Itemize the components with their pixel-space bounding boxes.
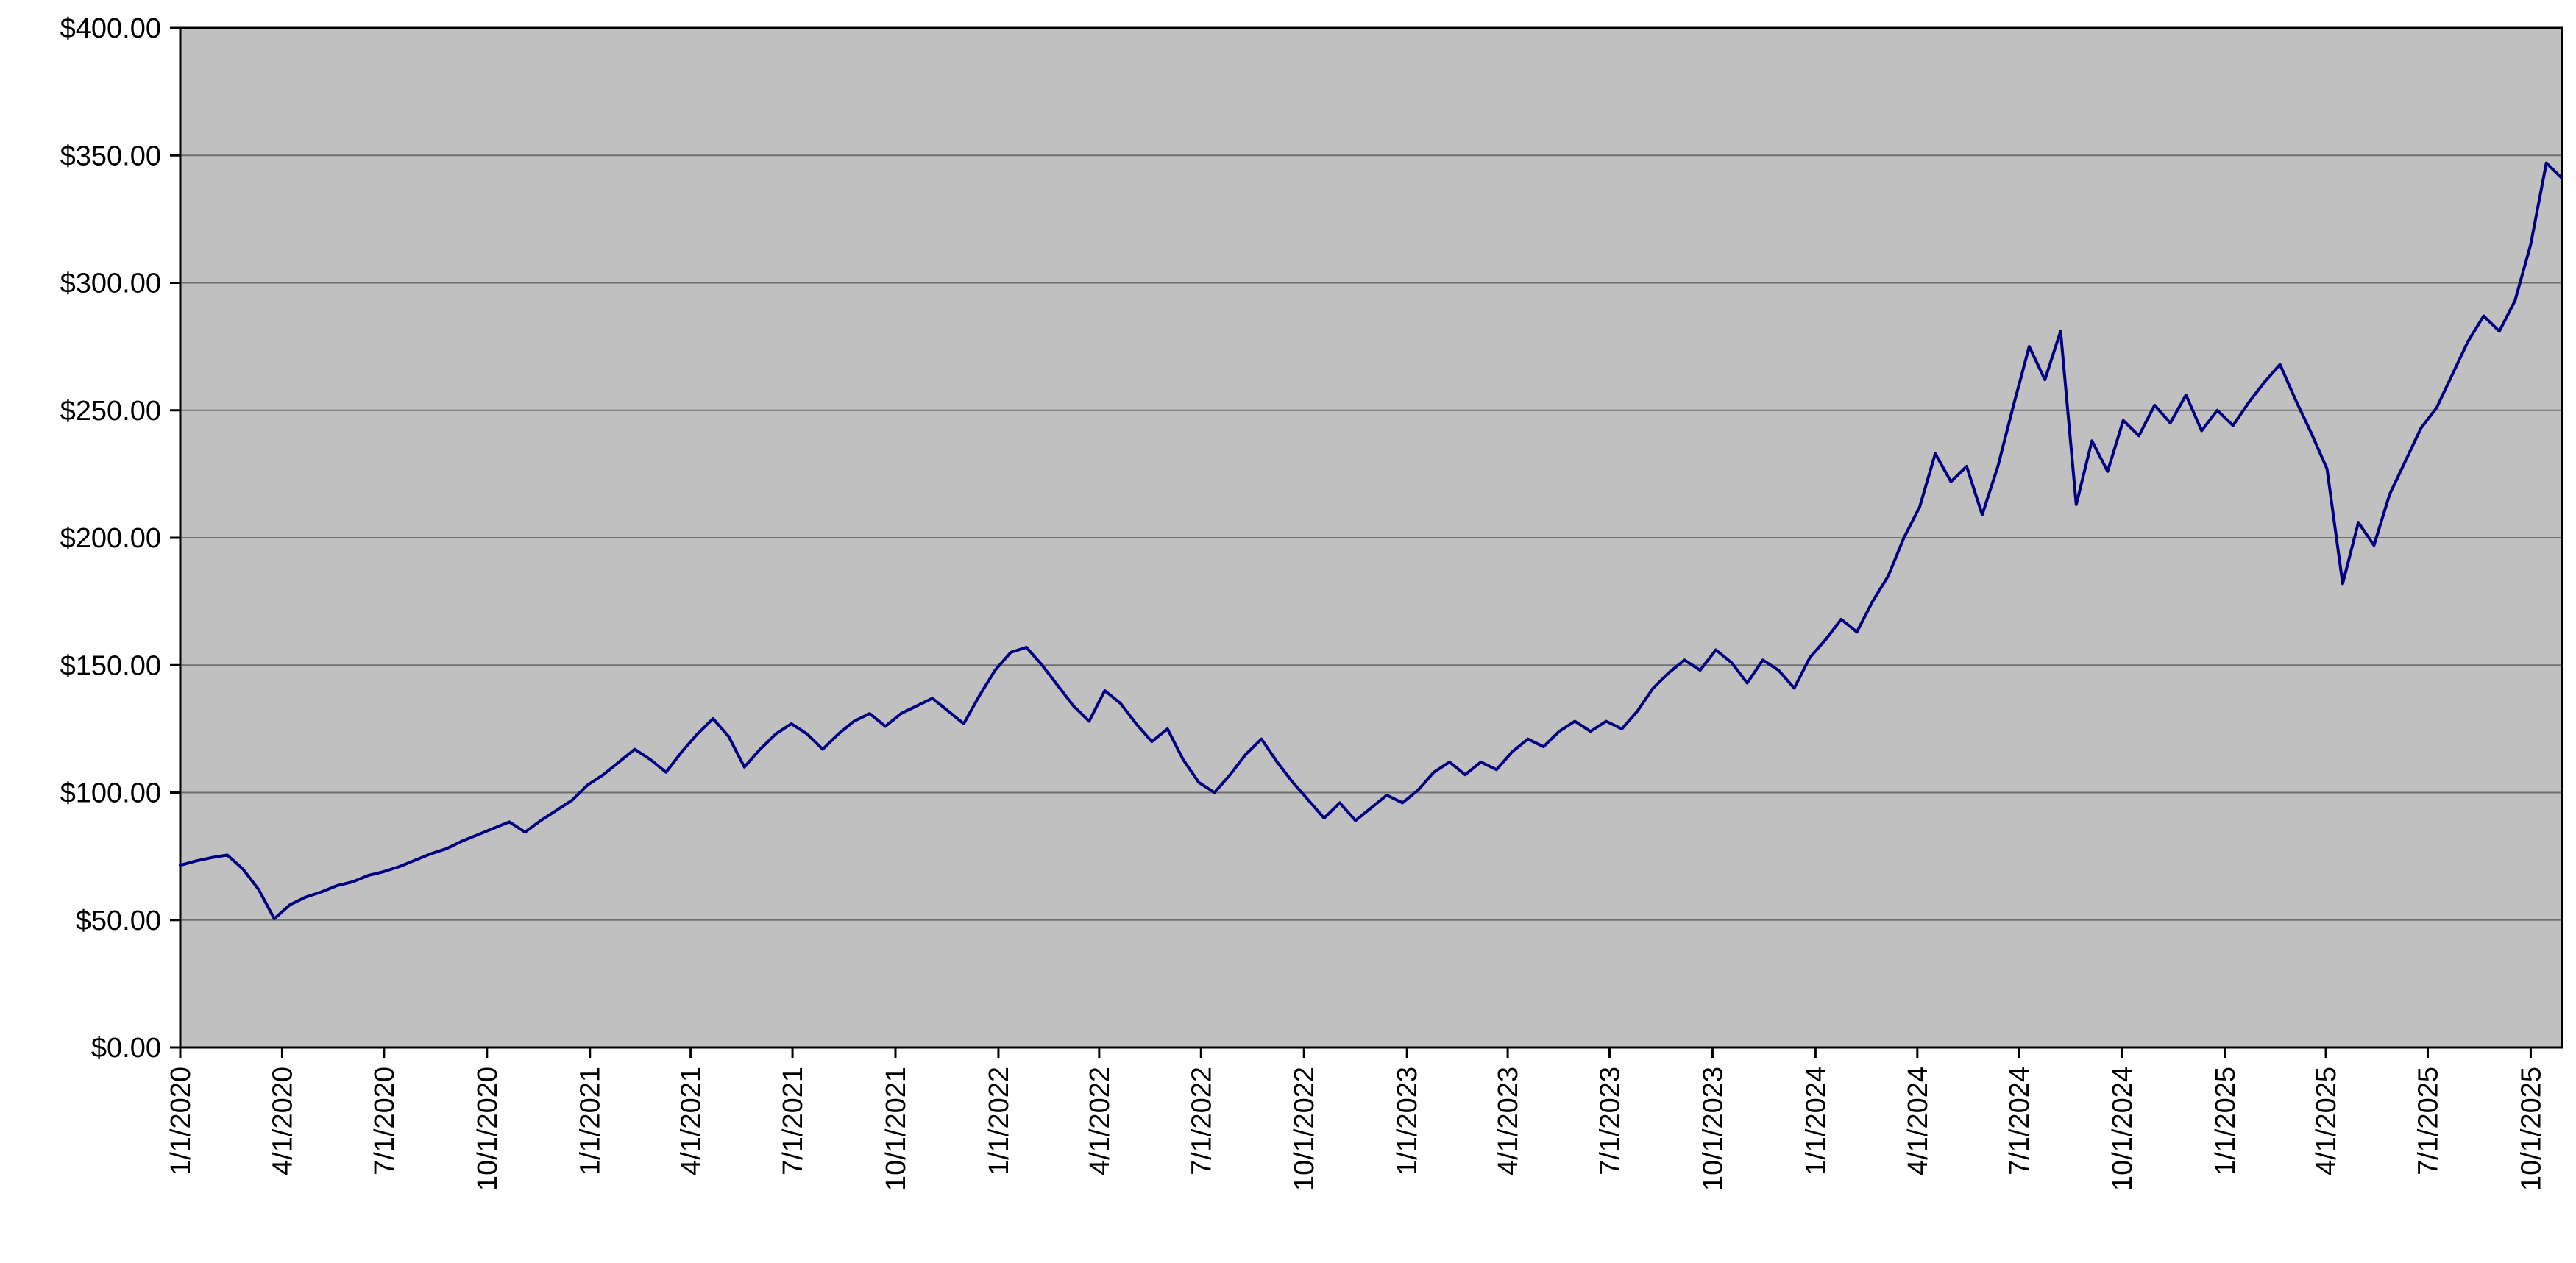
x-axis-label: 4/1/2021: [676, 1067, 707, 1175]
x-axis-label: 1/1/2023: [1392, 1067, 1423, 1175]
y-axis-label: $100.00: [60, 778, 161, 809]
x-axis-label: 10/1/2025: [2516, 1067, 2547, 1191]
x-axis-label: 1/1/2025: [2210, 1067, 2241, 1175]
x-axis-label: 10/1/2021: [881, 1067, 912, 1191]
x-axis-label: 10/1/2024: [2107, 1067, 2138, 1191]
x-axis-label: 1/1/2020: [166, 1067, 196, 1175]
x-axis-label: 4/1/2023: [1493, 1067, 1524, 1175]
y-axis-label: $250.00: [60, 396, 161, 427]
x-axis-label: 7/1/2023: [1595, 1067, 1626, 1175]
x-axis-label: 4/1/2025: [2311, 1067, 2342, 1175]
x-axis-label: 10/1/2023: [1697, 1067, 1728, 1191]
x-axis-label: 10/1/2020: [472, 1067, 503, 1191]
price-series-line: [179, 161, 2563, 920]
x-axis-label: 1/1/2024: [1800, 1067, 1831, 1175]
x-axis-label: 4/1/2022: [1085, 1067, 1115, 1175]
y-axis-label: $300.00: [60, 268, 161, 299]
y-axis-label: $50.00: [76, 906, 161, 936]
y-axis-label: $400.00: [60, 13, 161, 44]
y-axis-label: $0.00: [91, 1033, 161, 1064]
x-axis-label: 7/1/2024: [2004, 1067, 2035, 1175]
x-axis-label: 7/1/2025: [2413, 1067, 2444, 1175]
x-axis-label: 4/1/2024: [1903, 1067, 1934, 1175]
x-axis-label: 7/1/2022: [1186, 1067, 1217, 1175]
plot-border: [179, 26, 2563, 1049]
x-axis-label: 1/1/2021: [575, 1067, 606, 1175]
x-axis-label: 7/1/2020: [369, 1067, 400, 1175]
x-axis-label: 10/1/2022: [1289, 1067, 1320, 1191]
x-axis-label: 1/1/2022: [984, 1067, 1015, 1175]
x-axis-label: 7/1/2021: [778, 1067, 809, 1175]
y-axis-label: $150.00: [60, 650, 161, 681]
y-axis-label: $200.00: [60, 523, 161, 554]
x-axis-label: 4/1/2020: [267, 1067, 298, 1175]
y-axis-label: $350.00: [60, 140, 161, 171]
